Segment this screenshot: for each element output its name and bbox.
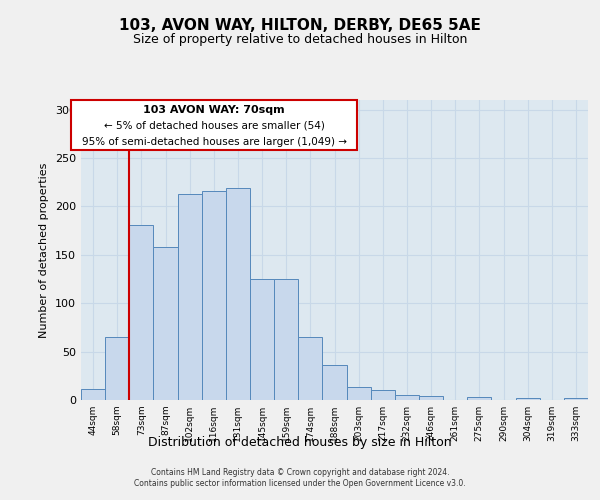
Bar <box>81 390 105 400</box>
Text: Size of property relative to detached houses in Hilton: Size of property relative to detached ho… <box>133 32 467 46</box>
Bar <box>178 194 202 400</box>
Text: 95% of semi-detached houses are larger (1,049) →: 95% of semi-detached houses are larger (… <box>82 136 347 146</box>
Y-axis label: Number of detached properties: Number of detached properties <box>40 162 49 338</box>
Text: 103 AVON WAY: 70sqm: 103 AVON WAY: 70sqm <box>143 105 285 115</box>
Bar <box>371 390 395 400</box>
Bar <box>515 398 540 400</box>
Text: 103, AVON WAY, HILTON, DERBY, DE65 5AE: 103, AVON WAY, HILTON, DERBY, DE65 5AE <box>119 18 481 32</box>
Bar <box>154 247 178 400</box>
Bar <box>274 279 298 400</box>
FancyBboxPatch shape <box>71 100 358 150</box>
Bar <box>322 365 347 400</box>
Bar <box>347 388 371 400</box>
Text: ← 5% of detached houses are smaller (54): ← 5% of detached houses are smaller (54) <box>104 120 325 130</box>
Bar <box>395 395 419 400</box>
Bar <box>250 279 274 400</box>
Bar <box>419 396 443 400</box>
Bar <box>226 188 250 400</box>
Bar <box>202 191 226 400</box>
Bar <box>129 225 154 400</box>
Text: Distribution of detached houses by size in Hilton: Distribution of detached houses by size … <box>148 436 452 449</box>
Bar <box>564 398 588 400</box>
Bar <box>467 397 491 400</box>
Text: Contains HM Land Registry data © Crown copyright and database right 2024.
Contai: Contains HM Land Registry data © Crown c… <box>134 468 466 487</box>
Bar <box>105 337 129 400</box>
Bar <box>298 337 322 400</box>
